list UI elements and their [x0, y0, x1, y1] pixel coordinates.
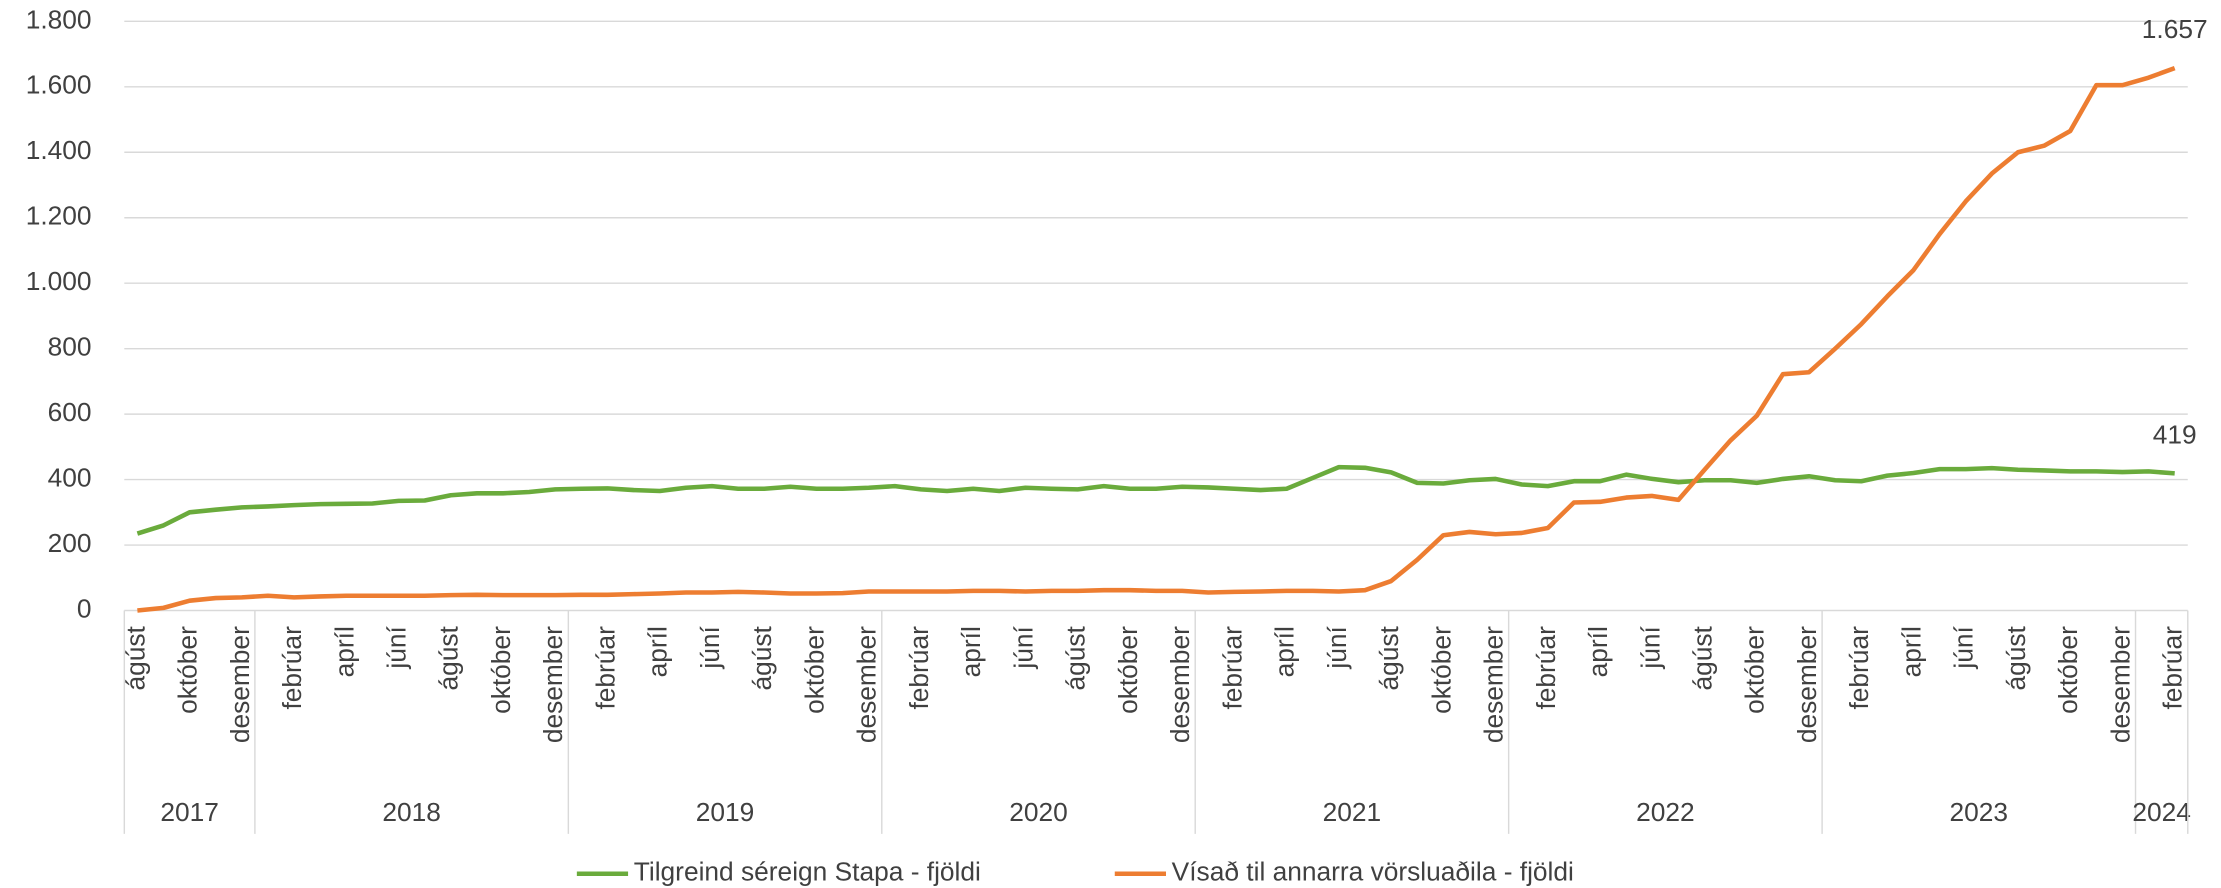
y-tick-label: 1.000 [26, 266, 92, 296]
year-label: 2020 [1009, 797, 1068, 827]
x-tick-label: desember [1165, 626, 1195, 743]
x-tick-label: ágúst [1374, 625, 1404, 690]
year-label: 2019 [696, 797, 755, 827]
series-line [137, 66, 2176, 613]
x-tick-label: júní [1008, 625, 1038, 669]
y-tick-label: 1.600 [26, 70, 92, 100]
x-tick-label: desember [225, 626, 255, 743]
y-tick-label: 600 [48, 397, 92, 427]
x-tick-label: febrúar [590, 626, 620, 710]
x-tick-label: desember [1479, 626, 1509, 743]
x-tick-label: október [173, 626, 203, 714]
x-tick-label: desember [538, 626, 568, 743]
x-tick-label: ágúst [434, 625, 464, 690]
x-tick-label: febrúar [2158, 626, 2188, 710]
y-tick-label: 400 [48, 463, 92, 493]
year-label: 2024 [2132, 797, 2191, 827]
x-tick-label: desember [852, 626, 882, 743]
y-tick-label: 200 [48, 528, 92, 558]
y-tick-label: 1.400 [26, 135, 92, 165]
y-tick-label: 800 [48, 332, 92, 362]
x-tick-label: júní [695, 625, 725, 669]
x-tick-label: ágúst [747, 625, 777, 690]
legend-label: Vísað til annarra vörsluaðila - fjöldi [1172, 857, 1574, 887]
x-tick-label: febrúar [904, 626, 934, 710]
x-tick-label: febrúar [1217, 626, 1247, 710]
x-tick-label: ágúst [1061, 625, 1091, 690]
x-tick-label: febrúar [1844, 626, 1874, 710]
y-tick-label: 1.800 [26, 4, 92, 34]
x-tick-label: júní [382, 625, 412, 669]
x-tick-label: júní [1635, 625, 1665, 669]
x-tick-label: febrúar [1531, 626, 1561, 710]
x-tick-label: apríl [1896, 626, 1926, 677]
y-tick-label: 1.200 [26, 201, 92, 231]
x-tick-label: apríl [956, 626, 986, 677]
year-label: 2022 [1636, 797, 1695, 827]
x-tick-label: apríl [1583, 626, 1613, 677]
x-tick-label: október [1113, 626, 1143, 714]
x-tick-label: apríl [643, 626, 673, 677]
x-tick-label: desember [2105, 626, 2135, 743]
x-tick-label: ágúst [1688, 625, 1718, 690]
year-label: 2021 [1323, 797, 1382, 827]
x-tick-label: október [799, 626, 829, 714]
x-tick-label: desember [1792, 626, 1822, 743]
x-tick-label: ágúst [2001, 625, 2031, 690]
series-line [136, 464, 2175, 536]
x-tick-label: ágúst [120, 625, 150, 690]
x-tick-label: október [1426, 626, 1456, 714]
x-tick-label: júní [1322, 625, 1352, 669]
data-label: 419 [2153, 419, 2197, 449]
x-tick-label: júní [1949, 625, 1979, 669]
x-tick-label: október [1740, 626, 1770, 714]
x-tick-label: apríl [329, 626, 359, 677]
x-tick-label: október [2053, 626, 2083, 714]
x-tick-label: október [486, 626, 516, 714]
year-label: 2018 [382, 797, 441, 827]
legend-label: Tilgreind séreign Stapa - fjöldi [634, 857, 981, 887]
year-label: 2017 [160, 797, 219, 827]
x-tick-label: febrúar [277, 626, 307, 710]
year-label: 2023 [1950, 797, 2009, 827]
data-label: 1.657 [2142, 14, 2208, 44]
y-tick-label: 0 [77, 593, 92, 623]
x-tick-label: apríl [1270, 626, 1300, 677]
